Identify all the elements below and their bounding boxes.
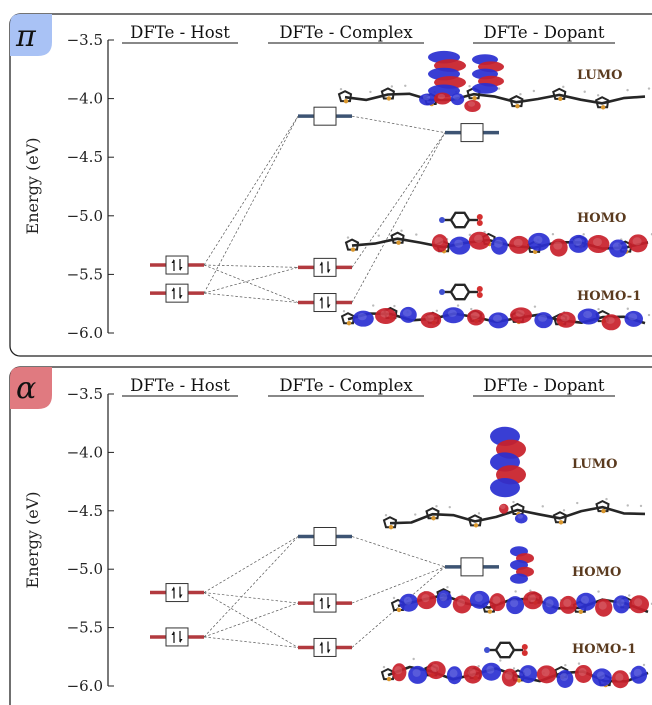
panel-alpha-badge [10, 367, 52, 409]
panel-pi-lumo-orbital-image [337, 50, 651, 112]
correlation-line [351, 115, 446, 133]
dopant-unoccupied-level [445, 123, 499, 143]
complex-occupied-level [298, 637, 352, 657]
correlation-line [203, 592, 299, 604]
y-tick-label: −4.5 [67, 148, 103, 166]
panel-pi-header-host: DFTe - Host [130, 23, 230, 42]
panel-pi-y-ticks: −3.5 −4.0 −4.5 −5.0 −5.5 −6.0 [67, 31, 114, 342]
panel-alpha-header-host: DFTe - Host [130, 376, 230, 395]
dopant-unoccupied-level [445, 557, 499, 577]
panel-alpha-homo-orbital-image [390, 546, 652, 617]
panel-pi-y-axis-label: Energy (eV) [23, 138, 42, 235]
y-tick-label: −5.0 [67, 207, 103, 225]
correlation-line [203, 115, 299, 266]
correlation-line [351, 132, 446, 303]
panel-alpha-header-dopant: DFTe - Dopant [483, 376, 604, 395]
panel-alpha-y-axis-label: Energy (eV) [23, 492, 42, 589]
panel-alpha-symbol: α [16, 371, 36, 406]
panel-pi-homo1-orbital-image [340, 283, 651, 331]
panel-pi-header-dopant: DFTe - Dopant [483, 23, 604, 42]
panel-pi-energy-levels [150, 106, 499, 313]
panel-pi-homo1-label: HOMO-1 [577, 289, 641, 304]
correlation-line [203, 536, 299, 638]
correlation-line [203, 267, 299, 294]
panel-pi-header-complex: DFTe - Complex [279, 23, 413, 42]
correlation-line [351, 536, 446, 568]
y-tick-label: −4.0 [67, 443, 103, 461]
y-tick-label: −5.0 [67, 560, 103, 578]
panel-alpha-correlation-lines [203, 536, 446, 648]
correlation-line [351, 566, 446, 604]
panel-alpha-homo1-orbital-image [380, 641, 649, 689]
panel-alpha-header-complex: DFTe - Complex [279, 376, 413, 395]
panel-pi-homo-label: HOMO [577, 211, 626, 226]
y-tick-label: −5.5 [67, 265, 103, 283]
panel-pi-symbol: π [15, 19, 37, 54]
correlation-line [203, 264, 299, 303]
panel-pi-homo-orbital-image [344, 211, 652, 258]
complex-occupied-level [298, 293, 352, 313]
y-tick-label: −6.0 [67, 324, 103, 342]
host-occupied-level [150, 283, 204, 303]
y-tick-label: −6.0 [67, 677, 103, 695]
y-tick-label: −4.0 [67, 90, 103, 108]
y-tick-label: −3.5 [67, 31, 103, 49]
panel-alpha-y-ticks: −3.5 −4.0 −4.5 −5.0 −5.5 −6.0 [67, 385, 114, 695]
host-occupied-level [150, 627, 204, 647]
correlation-line [203, 636, 299, 648]
panel-pi: π −3.5 −4.0 −4.5 −5.0 −5.5 −6.0 Energy (eV) D… [9, 13, 652, 357]
complex-occupied-level [298, 593, 352, 613]
panel-alpha-homo-label: HOMO [572, 565, 621, 580]
y-tick-label: −4.5 [67, 502, 103, 520]
panel-pi-lumo-label: LUMO [577, 68, 622, 83]
panel-alpha-lumo-label: LUMO [572, 457, 617, 472]
y-tick-label: −5.5 [67, 619, 103, 637]
panel-alpha: α −3.5 −4.0 −4.5 −5.0 −5.5 −6.0 Energy (eV) D… [9, 366, 652, 705]
complex-occupied-level [298, 257, 352, 277]
complex-unoccupied-level [298, 526, 352, 546]
correlation-line [203, 292, 299, 303]
panel-alpha-lumo-orbital-image [382, 426, 646, 530]
correlation-line [203, 264, 299, 268]
correlation-line [203, 536, 299, 593]
correlation-line [203, 602, 299, 638]
correlation-line [203, 116, 299, 294]
y-tick-label: −3.5 [67, 385, 103, 403]
panel-alpha-homo1-label: HOMO-1 [572, 642, 636, 657]
host-occupied-level [150, 255, 204, 275]
complex-unoccupied-level [298, 106, 352, 126]
panel-pi-badge [10, 14, 52, 56]
host-occupied-level [150, 583, 204, 603]
panel-alpha-energy-levels [150, 526, 499, 657]
